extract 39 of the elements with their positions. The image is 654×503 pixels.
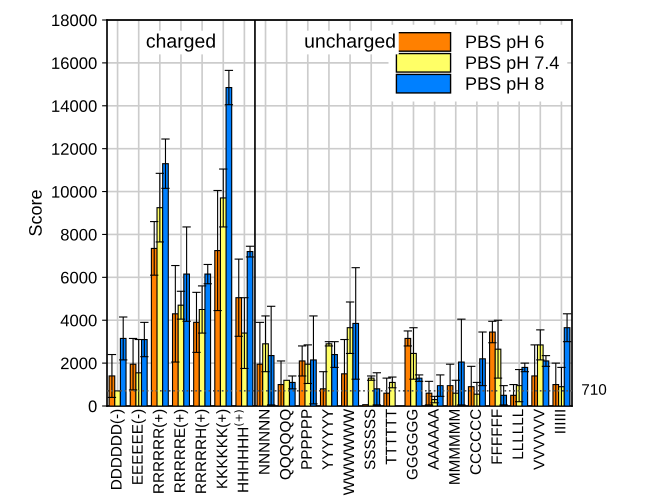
x-tick-label: SSSSSS	[364, 409, 376, 470]
y-tick-label: 6000	[61, 272, 97, 284]
y-tick-label: 10000	[52, 186, 97, 198]
annotation: charged	[146, 34, 215, 52]
y-axis-title: Score	[29, 190, 42, 236]
x-tick-label: QQQQQQ	[280, 410, 294, 480]
legend-label: PBS pH 8	[466, 77, 544, 94]
x-tick-label: IIIIII	[554, 410, 566, 433]
y-tick-label: 12000	[52, 143, 97, 155]
y-tick-label: 8000	[60, 228, 97, 241]
ref-line-label: 710	[582, 384, 606, 395]
x-tick-label: HHHHHH$^{(+)}$	[234, 410, 248, 492]
x-tick-label: GGGGGG	[406, 410, 418, 480]
y-tick-label: 0	[88, 400, 97, 412]
x-tick-label: FFFFFF	[491, 409, 502, 464]
x-tick-label: YYYYYY	[322, 409, 333, 470]
x-tick-label: NNNNNN	[258, 410, 270, 474]
x-tick-label: RRRRRR(+)	[152, 410, 167, 493]
x-tick-label: AAAAAA	[428, 408, 439, 470]
y-tick-label: 2000	[61, 358, 97, 370]
x-tick-label: WWWWWW	[344, 408, 354, 496]
y-tick-label: 18000	[52, 14, 97, 26]
x-tick-label: TTTTTT	[386, 409, 396, 464]
x-tick-label: VVVVVV	[534, 408, 544, 470]
x-tick-label: EEEEEE(-)	[132, 410, 146, 484]
x-tick-label: KKKKKK(+)	[216, 410, 230, 488]
legend-label: PBS pH 6	[466, 35, 544, 52]
y-tick-label: 14000	[52, 100, 97, 112]
y-tick-label: 4000	[60, 314, 97, 326]
x-tick-label: DDDDDD(-)	[110, 410, 125, 489]
x-tick-label: PPPPPP	[301, 410, 312, 469]
annotation: uncharged	[305, 34, 395, 52]
legend-label: PBS pH 7.4	[466, 56, 559, 73]
x-tick-label: MMMMMM	[449, 410, 460, 484]
x-tick-label: RRRRRH(+)	[194, 410, 210, 493]
x-tick-label: RRRRRE(+)	[174, 410, 188, 492]
y-tick-label: 16000	[52, 57, 97, 70]
x-tick-label: CCCCCC	[470, 409, 481, 474]
x-tick-label: LLLLLL	[512, 409, 524, 458]
